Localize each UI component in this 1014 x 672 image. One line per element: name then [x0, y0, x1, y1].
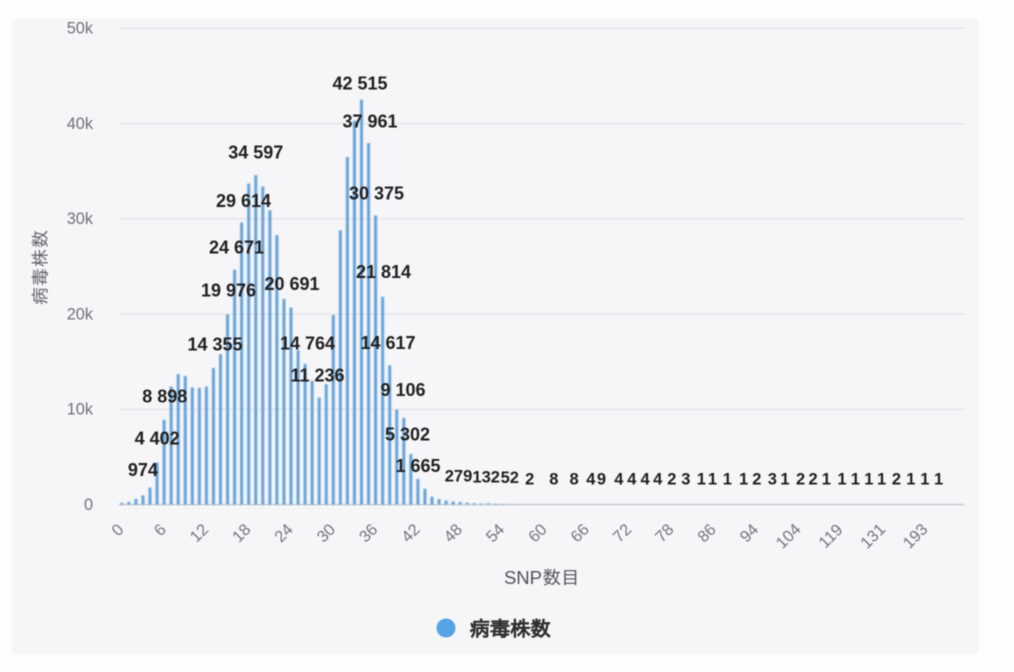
svg-text:1: 1	[697, 471, 706, 489]
svg-text:14 355: 14 355	[187, 335, 242, 355]
svg-text:2: 2	[667, 471, 676, 489]
svg-text:1: 1	[780, 471, 789, 489]
svg-text:5 302: 5 302	[385, 425, 430, 445]
svg-text:1 665: 1 665	[395, 456, 440, 476]
svg-text:8: 8	[549, 471, 558, 489]
svg-text:3: 3	[768, 471, 777, 489]
svg-text:4: 4	[641, 471, 651, 489]
svg-text:1: 1	[877, 471, 886, 489]
svg-text:1: 1	[739, 471, 748, 489]
svg-text:42 515: 42 515	[332, 73, 387, 93]
svg-text:14 617: 14 617	[360, 333, 415, 353]
svg-text:2: 2	[752, 471, 761, 489]
svg-text:279: 279	[445, 468, 473, 486]
svg-text:9 106: 9 106	[380, 380, 425, 400]
svg-text:3: 3	[681, 471, 690, 489]
svg-text:4: 4	[586, 471, 596, 489]
svg-text:1: 1	[822, 471, 831, 489]
svg-text:974: 974	[128, 460, 158, 480]
svg-text:20k: 20k	[67, 305, 94, 323]
svg-text:21 814: 21 814	[356, 262, 411, 282]
svg-text:8: 8	[570, 471, 579, 489]
svg-text:40k: 40k	[67, 115, 94, 133]
svg-text:2: 2	[892, 471, 901, 489]
svg-text:30k: 30k	[67, 210, 94, 228]
svg-text:4: 4	[653, 471, 663, 489]
svg-text:2: 2	[525, 471, 534, 489]
svg-text:14 764: 14 764	[280, 334, 335, 354]
svg-text:20 691: 20 691	[264, 274, 319, 294]
svg-text:34 597: 34 597	[228, 142, 283, 162]
svg-text:19 976: 19 976	[201, 281, 256, 301]
svg-text:10k: 10k	[67, 401, 94, 419]
svg-text:0: 0	[84, 496, 93, 514]
svg-text:1: 1	[723, 471, 732, 489]
svg-text:1: 1	[864, 471, 873, 489]
svg-text:132: 132	[472, 469, 500, 487]
svg-text:2: 2	[796, 471, 805, 489]
svg-text:4: 4	[614, 471, 624, 489]
svg-text:37 961: 37 961	[342, 112, 397, 132]
svg-text:50k: 50k	[67, 20, 94, 38]
svg-text:2: 2	[809, 471, 818, 489]
svg-text:29 614: 29 614	[216, 191, 271, 211]
svg-text:8 898: 8 898	[142, 387, 187, 407]
svg-text:52: 52	[501, 469, 519, 487]
svg-text:1: 1	[837, 471, 846, 489]
svg-text:4: 4	[627, 471, 637, 489]
svg-text:1: 1	[934, 471, 943, 489]
svg-text:11 236: 11 236	[290, 366, 344, 386]
svg-text:SNP: SNP	[504, 567, 542, 588]
svg-text:1: 1	[708, 471, 717, 489]
svg-text:1: 1	[851, 471, 860, 489]
svg-text:1: 1	[906, 471, 915, 489]
svg-text:1: 1	[920, 471, 929, 489]
svg-text:30 375: 30 375	[349, 183, 404, 203]
svg-text:24 671: 24 671	[209, 238, 264, 258]
svg-text:4 402: 4 402	[135, 429, 180, 449]
svg-text:9: 9	[597, 471, 606, 489]
